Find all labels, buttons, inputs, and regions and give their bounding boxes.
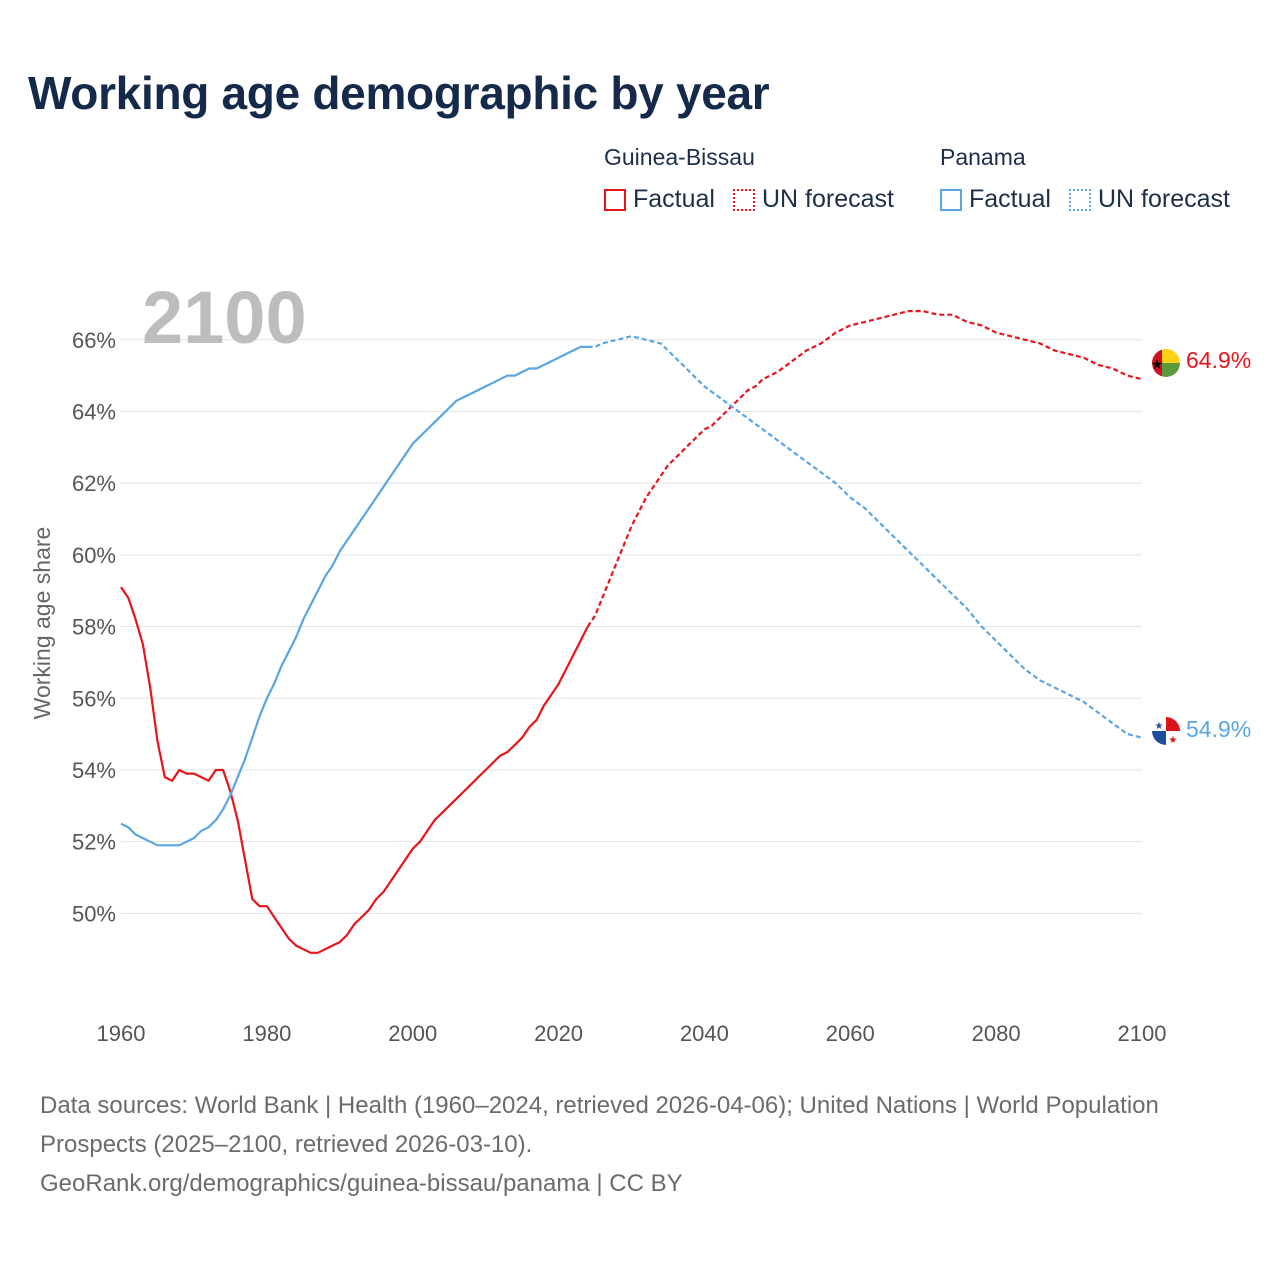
x-tick-label: 1980 (242, 1021, 291, 1046)
legend-label: UN forecast (1097, 185, 1230, 213)
guinea-bissau-factual-line (120, 586, 589, 954)
line-chart: 50% 52% 54% 56% 58% 60% 62% 64% 66% 1960 1980 2000… (29, 276, 1251, 1046)
x-axis-ticks: 1960 1980 2000 2020 2040 2060 2080 2100 (97, 1021, 1167, 1046)
x-tick-label: 2000 (388, 1021, 437, 1046)
data-sources-text: Data sources: World Bank | Health (1960–… (40, 1092, 1159, 1158)
legend-label: Factual (633, 185, 715, 213)
legend-group-panama: Panama Factual UN forecast (940, 144, 1248, 214)
legend-group-name: Guinea-Bissau (604, 144, 755, 170)
dotted-line-swatch-icon (1068, 188, 1091, 211)
legend-item-panama-forecast[interactable]: UN forecast (1068, 185, 1230, 214)
legend-label: UN forecast (761, 185, 894, 213)
chart-title: Working age demographic by year (28, 67, 770, 119)
legend-group-guinea-bissau: Guinea-Bissau Factual UN forecast (604, 144, 912, 214)
footer: Data sources: World Bank | Health (1960–… (40, 1086, 1200, 1203)
credit-link[interactable]: GeoRank.org/demographics/guinea-bissau/p… (40, 1170, 683, 1197)
panama-flag-icon: ★ ★ (1152, 717, 1180, 746)
y-tick-label: 56% (72, 686, 116, 711)
y-tick-label: 52% (72, 830, 116, 855)
y-tick-label: 64% (72, 399, 116, 424)
guinea-bissau-forecast-line (586, 310, 1143, 628)
dotted-line-swatch-icon (732, 188, 755, 211)
x-tick-label: 2100 (1118, 1021, 1167, 1046)
panama-factual-line (120, 345, 588, 847)
gridlines (121, 339, 1142, 914)
y-tick-label: 60% (72, 543, 116, 568)
x-tick-label: 1960 (97, 1021, 146, 1046)
panama-forecast-line (587, 335, 1143, 739)
x-tick-label: 2040 (680, 1021, 729, 1046)
solid-line-swatch-icon (604, 188, 626, 211)
panama-end-label: 54.9% (1186, 716, 1251, 742)
guinea-bissau-end-label: 64.9% (1186, 347, 1251, 373)
svg-text:★: ★ (1155, 721, 1164, 732)
y-axis-ticks: 50% 52% 54% 56% 58% 60% 62% 64% 66% (72, 328, 116, 927)
legend-group-name: Panama (940, 144, 1026, 170)
current-year-label: 2100 (142, 276, 307, 359)
legend-item-guinea-bissau-factual[interactable]: Factual (604, 185, 715, 214)
svg-text:★: ★ (1151, 357, 1164, 373)
x-tick-label: 2020 (534, 1021, 583, 1046)
y-tick-label: 58% (72, 615, 116, 640)
legend-label: Factual (969, 185, 1051, 213)
y-tick-label: 54% (72, 758, 116, 783)
svg-text:★: ★ (1169, 735, 1178, 746)
y-axis-label: Working age share (29, 527, 55, 720)
legend-item-guinea-bissau-forecast[interactable]: UN forecast (732, 185, 894, 214)
y-tick-label: 50% (72, 901, 116, 926)
legend-item-panama-factual[interactable]: Factual (940, 185, 1051, 214)
guinea-bissau-flag-icon: ★ (1151, 349, 1180, 377)
solid-line-swatch-icon (940, 188, 962, 211)
x-tick-label: 2060 (826, 1021, 875, 1046)
y-tick-label: 66% (72, 328, 116, 353)
x-tick-label: 2080 (972, 1021, 1021, 1046)
y-tick-label: 62% (72, 471, 116, 496)
series-lines (120, 310, 1143, 954)
